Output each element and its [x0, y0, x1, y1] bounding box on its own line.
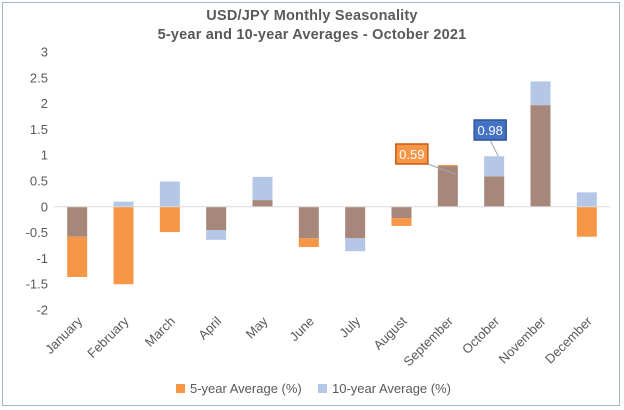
bar-april-overlap: [206, 206, 227, 231]
y-tick-label: 2: [41, 96, 48, 111]
legend-swatch-10y: [318, 384, 327, 393]
annotation-leader-line: [427, 163, 457, 175]
annotation-leader-line: [489, 139, 499, 157]
legend: 5-year Average (%) 10-year Average (%): [176, 381, 451, 396]
x-tick-label: August: [370, 313, 409, 352]
bar-october-10y: [484, 156, 505, 177]
bar-march-10y: [159, 181, 180, 207]
bar-february-5y: [113, 206, 134, 285]
bar-october-overlap: [484, 176, 505, 207]
bar-january-overlap: [67, 206, 88, 237]
chart-subtitle: 5-year and 10-year Averages - October 20…: [157, 27, 467, 43]
bar-april-10y: [206, 230, 227, 240]
y-tick-label: -1.5: [26, 277, 48, 292]
bar-august-5y: [391, 218, 412, 226]
bar-july-overlap: [345, 206, 366, 239]
bar-february-10y: [113, 201, 134, 207]
bar-december-10y: [576, 192, 597, 207]
bar-january-5y: [67, 236, 88, 277]
bar-june-overlap: [298, 206, 319, 239]
x-tick-label: March: [142, 314, 178, 350]
x-tick-label: May: [243, 313, 271, 341]
legend-label-5y: 5-year Average (%): [190, 381, 302, 396]
annotations-group: 0.59 0.98: [395, 119, 507, 175]
x-tick-label: October: [459, 313, 503, 357]
y-tick-label: 0.5: [30, 174, 48, 189]
x-tick-label: April: [195, 313, 224, 342]
y-tick-label: 2.5: [30, 70, 48, 85]
y-tick-label: 3: [41, 45, 48, 60]
y-axis: 3 2.5 2 1.5 1 0.5 0 -0.5 -1 -1.5 -2: [26, 45, 610, 318]
bar-september-overlap: [437, 166, 458, 207]
annotation-label-september: 0.59: [399, 147, 424, 162]
bar-september-5y: [437, 165, 458, 167]
bar-may-10y: [252, 176, 273, 201]
y-tick-label: -0.5: [26, 225, 48, 240]
x-tick-label: June: [286, 314, 317, 345]
bar-august-overlap: [391, 206, 412, 219]
y-tick-label: -2: [36, 303, 48, 318]
x-tick-label: July: [336, 313, 363, 340]
bars-group: [67, 81, 597, 285]
bar-november-overlap: [530, 105, 551, 207]
x-tick-label: February: [84, 313, 132, 361]
bar-march-5y: [159, 206, 180, 233]
bar-may-overlap: [252, 200, 273, 207]
annotation-label-october: 0.98: [478, 123, 503, 138]
chart-title: USD/JPY Monthly Seasonality: [206, 8, 418, 24]
annotation-box-october: [473, 119, 507, 141]
legend-swatch-5y: [176, 384, 185, 393]
y-tick-label: 0: [41, 199, 48, 214]
x-tick-label: September: [400, 313, 456, 369]
legend-label-10y: 10-year Average (%): [332, 381, 451, 396]
x-tick-label: December: [542, 313, 595, 366]
x-tick-label: November: [496, 313, 549, 366]
annotation-box-september: [395, 143, 429, 165]
y-tick-label: 1.5: [30, 122, 48, 137]
bar-july-10y: [345, 238, 366, 252]
bar-november-10y: [530, 81, 551, 106]
x-tick-label: January: [42, 313, 86, 357]
bar-december-5y: [576, 206, 597, 237]
chart-frame: [2, 2, 620, 406]
bar-june-5y: [298, 238, 319, 248]
y-tick-label: 1: [41, 148, 48, 163]
y-tick-label: -1: [36, 251, 48, 266]
